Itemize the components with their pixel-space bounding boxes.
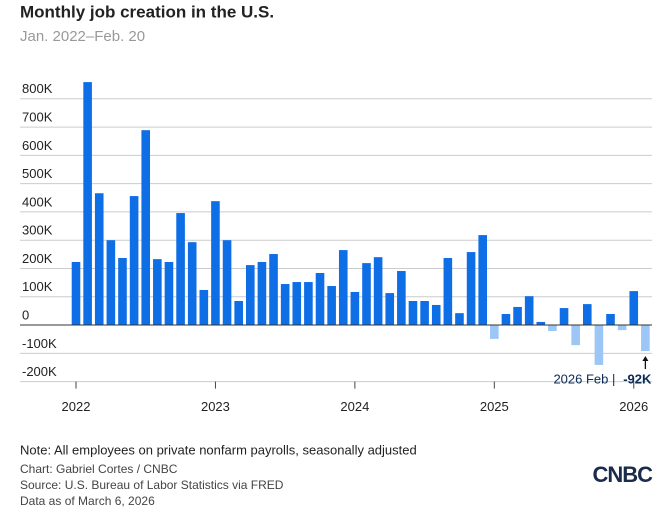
y-tick-label: 200K [22, 251, 53, 266]
bar [582, 304, 592, 326]
bar [292, 282, 302, 326]
bar [397, 271, 406, 326]
bar [257, 261, 267, 326]
bar [234, 301, 243, 326]
y-tick-label: -200K [22, 364, 57, 379]
bar [280, 284, 290, 326]
bar [431, 304, 441, 326]
bar [617, 325, 627, 331]
bar [455, 313, 464, 326]
source: Source: U.S. Bureau of Labor Statistics … [20, 478, 284, 492]
x-tick-label: 2023 [201, 399, 230, 414]
y-tick-label: 700K [22, 110, 53, 125]
y-tick-label: -100K [22, 336, 57, 351]
bar [478, 235, 487, 326]
bar [420, 301, 429, 326]
y-tick-label: 100K [22, 279, 53, 294]
bar [559, 308, 569, 326]
bar [536, 321, 546, 326]
bar [141, 130, 151, 326]
note: Note: All employees on private nonfarm p… [20, 442, 417, 457]
y-tick-label: 300K [22, 223, 53, 238]
bar [211, 201, 220, 326]
bar [222, 240, 232, 326]
bar [571, 325, 580, 346]
y-tick-label: 600K [22, 138, 53, 153]
value-label: -92K [623, 371, 652, 386]
bar [606, 314, 615, 326]
y-tick-label: 400K [22, 194, 53, 209]
bar [385, 293, 395, 326]
bar [490, 325, 499, 339]
annotation-arrowhead [642, 356, 649, 362]
credit: Chart: Gabriel Cortes / CNBC [20, 462, 178, 476]
bar [199, 289, 209, 326]
x-tick-label: 2024 [340, 399, 369, 414]
bar [350, 291, 360, 326]
date-note: Data as of March 6, 2026 [20, 494, 155, 508]
bar [327, 286, 336, 326]
annotation: 2026 Feb | [553, 371, 615, 386]
y-tick-label: 500K [22, 166, 53, 181]
bar [176, 213, 185, 326]
chart-title: Monthly job creation in the U.S. [20, 2, 274, 21]
bar [524, 296, 534, 326]
bar [304, 282, 313, 326]
y-tick-label: 0 [22, 307, 29, 322]
bar [501, 314, 511, 326]
y-tick-label: 800K [22, 81, 53, 96]
bar [466, 252, 476, 326]
bar [246, 265, 255, 326]
bar [443, 258, 453, 326]
bar [362, 263, 371, 326]
bar [641, 325, 650, 352]
bar [129, 196, 139, 326]
bar [71, 261, 81, 326]
bar [187, 242, 197, 326]
bar [338, 250, 348, 326]
bar [153, 259, 162, 326]
x-tick-label: 2026 [619, 399, 648, 414]
bar [118, 258, 127, 326]
bar [83, 82, 92, 326]
bar [106, 240, 116, 326]
bar [269, 254, 278, 326]
logo: CNBC [592, 462, 653, 487]
x-tick-label: 2025 [480, 399, 509, 414]
x-tick-label: 2022 [62, 399, 91, 414]
bar [513, 306, 522, 326]
bar [408, 301, 418, 326]
bar [164, 261, 174, 326]
bar [94, 193, 104, 326]
bar [629, 291, 639, 326]
bar [315, 273, 325, 326]
bar [594, 325, 604, 365]
bar [373, 257, 383, 326]
bar [548, 325, 557, 331]
chart-subtitle: Jan. 2022–Feb. 20 [20, 28, 145, 45]
